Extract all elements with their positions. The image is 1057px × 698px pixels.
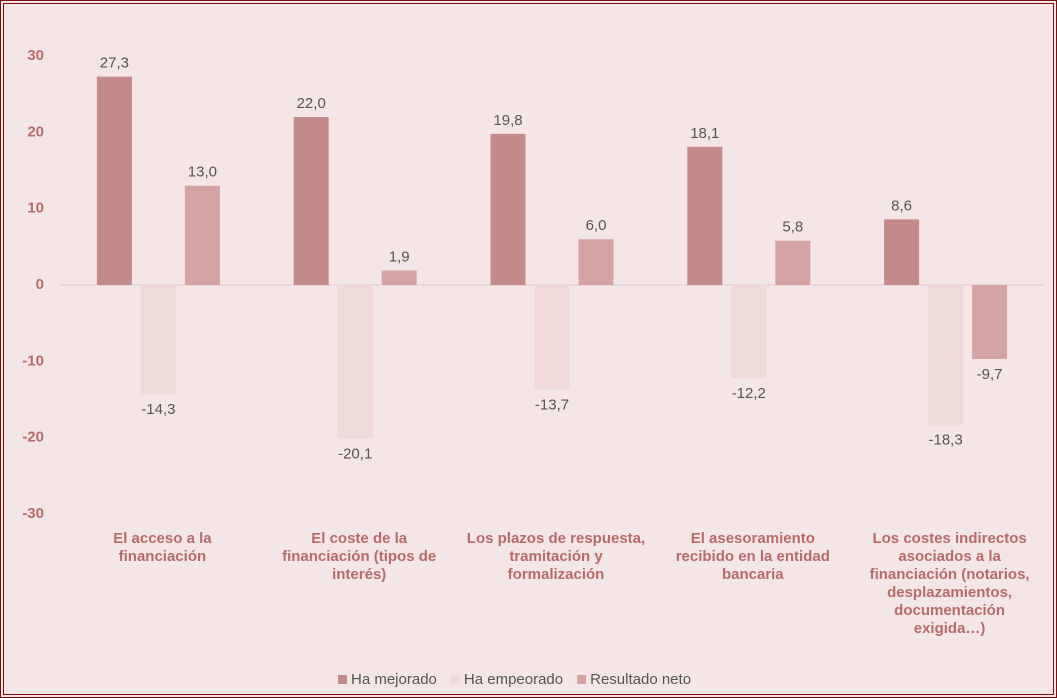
value-label: 27,3 <box>100 55 129 72</box>
value-label: 8,6 <box>891 197 912 214</box>
value-label: -14,3 <box>141 401 175 418</box>
x-tick-label: Los plazos de respuesta, tramitación y f… <box>466 530 646 583</box>
y-tick-label: 30 <box>27 47 44 64</box>
value-label: 6,0 <box>586 217 607 234</box>
legend-label: Resultado neto <box>590 671 691 688</box>
x-tick-label: El acceso a la financiación <box>113 530 212 565</box>
legend-label: Ha mejorado <box>351 671 437 688</box>
y-tick-label: -20 <box>22 429 44 446</box>
bar <box>293 117 329 285</box>
bar <box>490 133 526 285</box>
legend-swatch <box>577 675 587 684</box>
value-label: 19,8 <box>493 112 522 129</box>
x-tick-label: Los costes indirectos asociados a la fin… <box>869 530 1030 637</box>
value-label: -20,1 <box>338 445 372 462</box>
bar <box>96 76 132 285</box>
value-label: 18,1 <box>690 125 719 142</box>
bar <box>381 270 417 285</box>
legend-swatch <box>450 675 460 684</box>
value-label: -12,2 <box>732 385 766 402</box>
bar <box>337 285 373 439</box>
bar <box>731 285 767 379</box>
value-label: -13,7 <box>535 397 569 414</box>
bar <box>884 219 920 285</box>
x-tick-label: El asesoramiento recibido en la entidad … <box>675 530 830 583</box>
value-label: 22,0 <box>297 95 326 112</box>
value-label: -9,7 <box>977 366 1003 383</box>
bar <box>184 185 220 285</box>
bar <box>534 285 570 390</box>
bar <box>775 240 811 285</box>
bar <box>928 285 964 425</box>
y-tick-label: 0 <box>36 276 44 293</box>
chart: -30 -20 -10 0 10 20 30 27,3 -14,3 13,0 22,0 -20,1 1,… <box>22 47 1044 688</box>
y-tick-label: -10 <box>22 352 44 369</box>
bar <box>687 146 723 285</box>
bar <box>972 285 1008 360</box>
legend-label: Ha empeorado <box>464 671 563 688</box>
value-label: 1,9 <box>389 248 410 265</box>
bar <box>140 285 176 395</box>
value-label: 5,8 <box>782 219 803 236</box>
y-tick-label: -30 <box>22 505 44 522</box>
x-tick-label: El coste de la financiación (tipos de in… <box>282 530 437 583</box>
value-label: 13,0 <box>188 164 217 181</box>
y-tick-label: 10 <box>27 200 44 217</box>
bar <box>578 239 614 285</box>
value-label: -18,3 <box>928 432 962 449</box>
legend-swatch <box>338 675 347 684</box>
y-tick-label: 20 <box>27 123 44 140</box>
